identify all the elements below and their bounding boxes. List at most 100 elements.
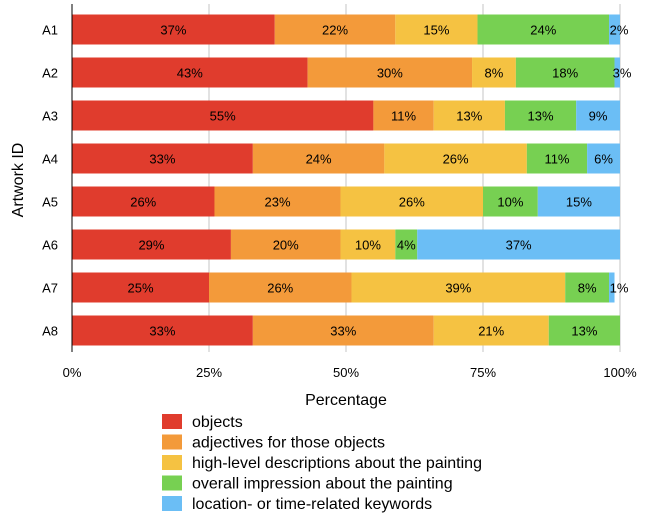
legend: objects adjectives for those objects high-… [162, 414, 482, 513]
data-label: 30% [377, 66, 403, 81]
bar-segment [351, 272, 566, 303]
data-label: 21% [478, 324, 504, 339]
legend-swatch [162, 434, 182, 450]
data-label: 8% [485, 66, 504, 81]
bar-segment [72, 272, 209, 303]
bar-segment [72, 57, 308, 88]
bar-segment [417, 229, 620, 260]
data-label: 11% [544, 152, 569, 167]
bar-segment [252, 143, 385, 174]
data-label: 26% [443, 152, 469, 167]
data-label: 24% [306, 152, 332, 167]
data-label: 39% [445, 281, 471, 296]
bar-segment [472, 57, 516, 88]
bar-segment [252, 315, 434, 346]
bar-segment [609, 272, 615, 303]
bar-segment [565, 272, 610, 303]
data-label: 10% [355, 238, 381, 253]
data-label: 43% [177, 66, 203, 81]
axes: 0% 25% 50% 75% 100% A1 A2 A3 A4 A5 A6 A7 A8 [42, 4, 637, 380]
y-axis-title: Artwork ID [10, 143, 27, 218]
y-tick-label: A1 [42, 23, 58, 38]
bar-segment [587, 143, 620, 174]
legend-swatch [162, 455, 182, 470]
data-label: 4% [397, 238, 416, 253]
y-tick-label: A3 [42, 109, 58, 124]
x-tick-label: 50% [333, 365, 359, 380]
bars [72, 14, 620, 346]
data-label: 24% [530, 23, 556, 38]
y-tick-label: A4 [42, 152, 58, 167]
bar-segment [504, 100, 577, 131]
bar-segment [477, 14, 610, 45]
data-label: 3% [613, 66, 632, 81]
data-label: 1% [610, 281, 629, 296]
bar-segment [515, 57, 615, 88]
legend-label: overall impression about the painting [192, 476, 453, 493]
data-label: 13% [571, 324, 597, 339]
data-labels: 37% 22% 15% 24% 2% 43% 30% 8% 18% 3% 55% 11% 13% 13% 9… [127, 23, 631, 339]
data-label: 2% [610, 23, 629, 38]
data-label: 13% [528, 109, 554, 124]
bar-segment [340, 186, 483, 217]
bar-segment [548, 315, 620, 346]
legend-swatch [162, 496, 182, 511]
bar-segment [384, 143, 527, 174]
data-label: 6% [594, 152, 613, 167]
bar-segment [526, 143, 588, 174]
legend-swatch [162, 475, 182, 491]
x-tick-label: 0% [63, 365, 82, 380]
bar-segment [274, 14, 396, 45]
bar-segment [307, 57, 473, 88]
bar-segment [395, 229, 418, 260]
y-tick-label: A5 [42, 195, 58, 210]
bar-segment [72, 186, 215, 217]
y-tick-label: A6 [42, 238, 58, 253]
x-tick-label: 100% [603, 365, 637, 380]
legend-label: adjectives for those objects [192, 435, 385, 452]
bar-segment [340, 229, 396, 260]
bar-segment [214, 186, 341, 217]
bar-segment [373, 100, 434, 131]
data-label: 37% [506, 238, 532, 253]
legend-label: location- or time-related keywords [192, 496, 432, 513]
x-axis-title: Percentage [305, 392, 387, 409]
data-label: 26% [130, 195, 156, 210]
x-tick-label: 25% [196, 365, 222, 380]
data-label: 29% [138, 238, 164, 253]
bar-segment [72, 229, 231, 260]
bar-segment [209, 272, 352, 303]
data-label: 25% [127, 281, 153, 296]
bar-segment [72, 315, 253, 346]
bar-segment [609, 14, 620, 45]
bar-segment [433, 100, 505, 131]
legend-label: high-level descriptions about the painti… [192, 455, 482, 472]
bar-segment [614, 57, 620, 88]
data-label: 10% [497, 195, 523, 210]
bar-segment [576, 100, 620, 131]
data-label: 9% [589, 109, 608, 124]
data-label: 15% [423, 23, 449, 38]
data-label: 23% [264, 195, 290, 210]
bar-segment [483, 186, 538, 217]
data-label: 18% [552, 66, 578, 81]
bar-segment [72, 100, 374, 131]
data-label: 26% [267, 281, 293, 296]
bar-segment [395, 14, 478, 45]
data-label: 33% [149, 324, 175, 339]
x-tick-label: 75% [470, 365, 496, 380]
bar-segment [72, 143, 253, 174]
y-tick-label: A7 [42, 281, 58, 296]
legend-swatch [162, 414, 182, 429]
legend-label: objects [192, 414, 243, 431]
y-tick-label: A8 [42, 324, 58, 339]
data-label: 11% [391, 109, 416, 124]
data-label: 33% [330, 324, 356, 339]
data-label: 15% [566, 195, 592, 210]
y-tick-label: A2 [42, 66, 58, 81]
data-label: 33% [149, 152, 175, 167]
bar-segment [230, 229, 341, 260]
bar-segment [72, 14, 275, 45]
data-label: 13% [456, 109, 482, 124]
